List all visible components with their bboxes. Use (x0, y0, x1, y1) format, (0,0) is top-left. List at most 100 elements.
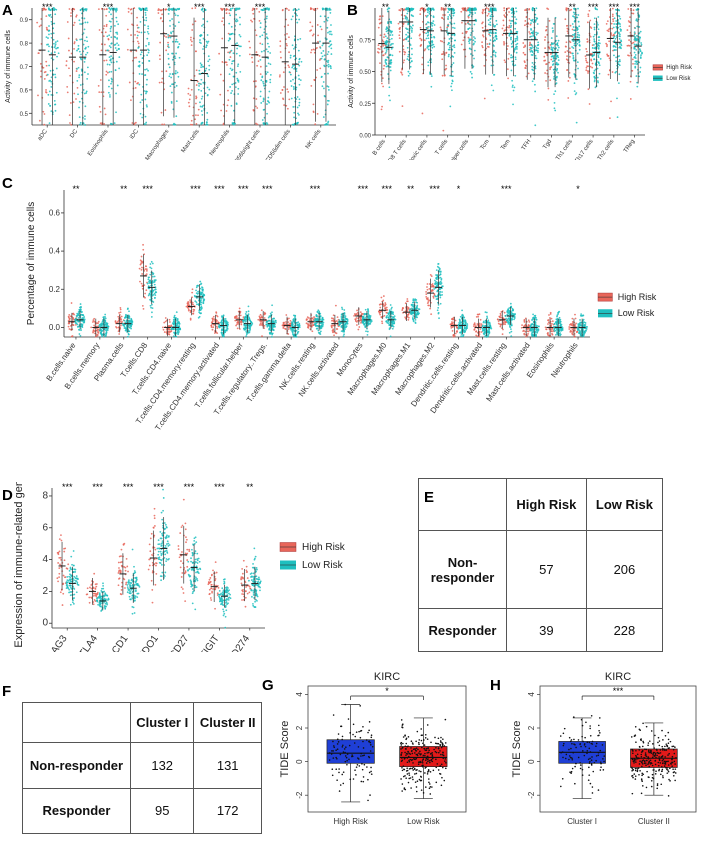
data-point (420, 38, 423, 41)
data-point (524, 9, 526, 12)
data-point (154, 296, 156, 299)
data-point (564, 18, 567, 21)
data-point (487, 12, 490, 15)
data-point (110, 42, 113, 45)
data-point (326, 8, 328, 11)
data-point (286, 44, 288, 47)
data-point (493, 45, 495, 47)
data-point (251, 322, 254, 325)
data-point (247, 318, 250, 321)
data-point (38, 119, 41, 122)
data-point (99, 122, 102, 125)
data-point (467, 14, 470, 17)
data-point (187, 304, 190, 306)
data-point (190, 36, 192, 39)
data-point (310, 49, 313, 51)
data-point (266, 42, 269, 45)
data-point (470, 72, 473, 75)
data-point (114, 69, 117, 71)
data-point (251, 61, 254, 64)
data-point (298, 113, 300, 116)
data-point (255, 122, 257, 125)
data-point (318, 331, 321, 334)
y-tick-label: 0.50 (359, 70, 371, 76)
data-point (548, 61, 551, 64)
data-point (288, 71, 291, 73)
data-point (190, 40, 193, 43)
data-point (502, 19, 505, 22)
data-point (124, 329, 127, 332)
data-point (635, 44, 638, 46)
data-point (367, 312, 370, 315)
data-point (577, 31, 579, 34)
data-point (557, 59, 560, 61)
data-point (147, 32, 150, 35)
data-point (267, 50, 269, 53)
data-point (142, 307, 145, 310)
data-point (261, 335, 263, 338)
data-point (385, 51, 387, 54)
data-point (232, 123, 235, 126)
data-point (297, 38, 299, 41)
data-point (390, 43, 393, 45)
data-point (488, 33, 490, 36)
data-point (391, 30, 393, 33)
data-point (319, 25, 322, 28)
data-point (219, 93, 222, 96)
data-point (608, 57, 611, 60)
data-point (612, 44, 615, 47)
data-point (423, 49, 426, 52)
data-point (313, 316, 315, 318)
data-point (523, 61, 526, 64)
data-point (516, 39, 519, 41)
data-point (85, 90, 88, 93)
data-point (332, 317, 335, 320)
data-point (84, 47, 87, 50)
data-point (130, 327, 132, 330)
data-point (144, 68, 146, 71)
data-point (319, 312, 322, 315)
data-point (577, 20, 580, 23)
data-point (206, 94, 209, 97)
data-point (162, 328, 165, 331)
data-point (402, 61, 405, 64)
data-point (599, 42, 601, 45)
data-point (410, 7, 413, 10)
data-point (195, 123, 198, 125)
data-point (551, 52, 554, 55)
data-point (190, 44, 193, 47)
data-point (167, 53, 170, 56)
data-point (157, 12, 160, 14)
data-point (76, 323, 79, 326)
data-point (192, 310, 195, 313)
data-point (514, 21, 517, 24)
data-point (167, 34, 170, 36)
data-point (110, 61, 113, 64)
data-point (141, 62, 144, 64)
data-point (391, 42, 394, 45)
data-point (259, 26, 262, 29)
data-point (494, 55, 497, 58)
data-point (173, 316, 176, 319)
data-point (634, 27, 637, 29)
significance-label: *** (190, 184, 201, 194)
data-point (313, 78, 316, 81)
data-point (290, 329, 293, 331)
data-point (403, 59, 406, 62)
data-point (82, 89, 85, 91)
data-point (175, 100, 178, 103)
data-point (613, 23, 616, 25)
data-point (200, 305, 203, 308)
data-point (382, 305, 385, 307)
data-point (124, 316, 127, 318)
data-point (514, 38, 517, 40)
data-point (145, 121, 148, 124)
significance-label: *** (142, 184, 153, 194)
data-point (73, 47, 75, 50)
data-point (269, 63, 272, 66)
data-point (54, 43, 57, 45)
data-point (108, 79, 110, 82)
data-point (119, 306, 122, 309)
data-point (344, 328, 346, 330)
data-point (281, 9, 284, 12)
